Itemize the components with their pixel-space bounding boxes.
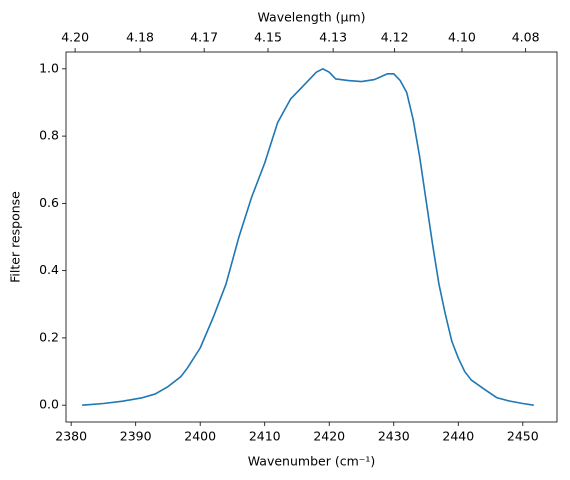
x2-tick-label: 4.08: [512, 30, 540, 45]
x-axis-label: Wavenumber (cm⁻¹): [248, 454, 375, 469]
y-axis-label: Filter response: [8, 191, 23, 283]
y-tick-label: 0.6: [39, 195, 59, 210]
x2-tick-label: 4.10: [448, 30, 476, 45]
data-line: [82, 68, 534, 406]
x-tick-label: 2420: [313, 429, 345, 444]
x-tick-label: 2390: [120, 429, 152, 444]
x2-tick-label: 4.13: [319, 30, 347, 45]
y-tick-label: 0.0: [39, 397, 59, 412]
x-tick-label: 2440: [442, 429, 474, 444]
x2-tick-label: 4.20: [61, 30, 89, 45]
y-tick-label: 0.2: [39, 329, 59, 344]
y-tick-label: 0.8: [39, 128, 59, 143]
x2-axis-label: Wavelength (μm): [257, 10, 365, 25]
x-tick-label: 2380: [55, 429, 87, 444]
x-tick-label: 2410: [249, 429, 281, 444]
x-tick-label: 2400: [184, 429, 216, 444]
x-tick-label: 2430: [378, 429, 410, 444]
x2-tick-label: 4.17: [190, 30, 218, 45]
x-tick-label: 2450: [507, 429, 539, 444]
x2-tick-label: 4.15: [254, 30, 282, 45]
y-tick-label: 0.4: [39, 262, 59, 277]
y-tick-label: 1.0: [39, 60, 59, 75]
x2-tick-label: 4.12: [381, 30, 409, 45]
plot-frame: [65, 51, 558, 423]
x2-tick-label: 4.18: [126, 30, 154, 45]
